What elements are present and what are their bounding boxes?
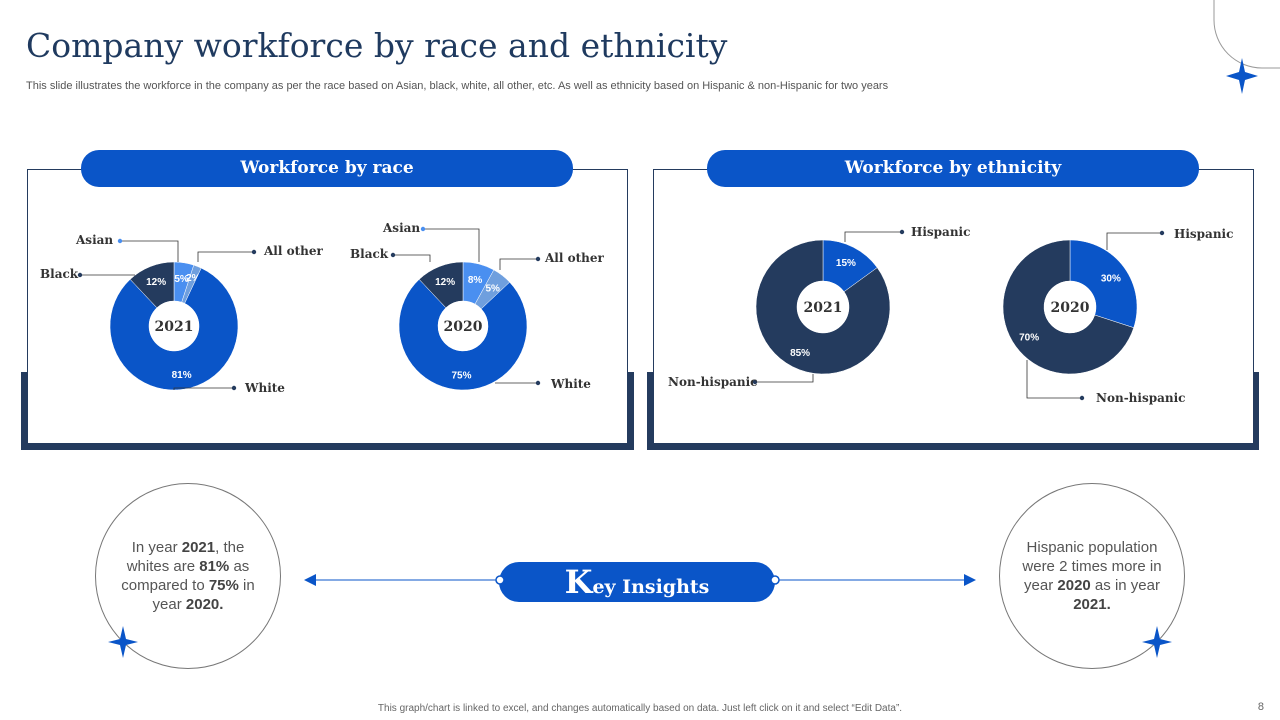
leader-dot-hispanic — [899, 229, 905, 235]
category-label-hispanic: Hispanic — [1174, 227, 1233, 241]
value-label-white: 75% — [451, 370, 471, 381]
key-insights-initial: K — [564, 563, 593, 601]
leader-dot-white — [231, 385, 237, 391]
leader-dot-non-hispanic — [1079, 395, 1085, 401]
value-label-non-hispanic: 85% — [790, 348, 810, 359]
connector-dot-left — [495, 575, 505, 585]
connector-dot-right — [770, 575, 780, 585]
leader-line-black — [393, 254, 431, 262]
value-label-asian: 8% — [468, 275, 483, 286]
leader-line-non-hispanic — [1026, 360, 1082, 399]
value-label-black: 12% — [146, 277, 166, 288]
leader-dot-white — [535, 380, 541, 386]
value-label-all-other: 2% — [186, 273, 201, 284]
leader-dot-hispanic — [1159, 230, 1165, 236]
center-year-label: 2020 — [1051, 300, 1090, 316]
leader-line-all-other — [499, 258, 538, 270]
category-label-white: White — [550, 377, 591, 391]
footer-note: This graph/chart is linked to excel, and… — [377, 703, 903, 714]
leader-line-hispanic — [844, 231, 902, 242]
donut-hole — [438, 301, 488, 351]
category-label-all-other: All other — [263, 244, 324, 258]
leader-dot-asian — [420, 226, 426, 232]
value-label-all-other: 5% — [485, 284, 500, 295]
category-label-asian: Asian — [75, 233, 113, 247]
race-panel-header: Workforce by race — [81, 150, 573, 187]
insight-right-circle: Hispanic population were 2 times more in… — [999, 483, 1185, 669]
value-label-hispanic: 15% — [836, 258, 856, 269]
donut-hole — [149, 301, 199, 351]
value-label-white: 81% — [172, 370, 192, 381]
corner-decoration — [1213, 0, 1280, 94]
star-icon — [1142, 626, 1172, 658]
leader-dot-asian — [117, 238, 123, 244]
category-label-black: Black — [350, 247, 389, 261]
leader-dot-non-hispanic — [752, 379, 758, 385]
category-label-asian: Asian — [382, 221, 420, 235]
page-number: 8 — [1257, 701, 1264, 713]
slide-subtitle: This slide illustrates the workforce in … — [26, 80, 889, 92]
star-icon — [108, 626, 138, 658]
center-year-label: 2021 — [155, 319, 194, 335]
leader-line-all-other — [197, 251, 254, 262]
star-icon — [1226, 58, 1258, 94]
category-label-black: Black — [40, 267, 79, 281]
insights-connector — [304, 574, 976, 586]
ethnicity-panel — [653, 169, 1254, 444]
leader-dot-all-other — [251, 249, 257, 255]
category-label-non-hispanic: Non-hispanic — [1096, 391, 1185, 405]
donut-hole — [1044, 281, 1096, 333]
leader-dot-black — [77, 272, 83, 278]
category-label-white: White — [244, 381, 285, 395]
leader-line-hispanic — [1106, 232, 1162, 250]
slide-title: Company workforce by race and ethnicity — [26, 26, 728, 65]
leader-line-asian — [423, 228, 480, 262]
category-label-hispanic: Hispanic — [911, 225, 970, 239]
leader-line-non-hispanic — [755, 374, 814, 383]
leader-dot-black — [390, 252, 396, 258]
key-insights-pill: Key Insights — [499, 562, 775, 602]
center-year-label: 2020 — [444, 319, 483, 335]
donut-hole — [797, 281, 849, 333]
insight-left-text: In year 2021, the whites are 81% as comp… — [121, 539, 255, 613]
leader-line-asian — [120, 240, 179, 262]
value-label-asian: 5% — [174, 274, 189, 285]
leader-dot-all-other — [535, 256, 541, 262]
key-insights-label: ey Insights — [592, 576, 710, 598]
category-label-non-hispanic: Non-hispanic — [668, 375, 757, 389]
ethnicity-panel-header: Workforce by ethnicity — [707, 150, 1199, 187]
leader-line-white — [173, 387, 234, 390]
value-label-black: 12% — [435, 277, 455, 288]
category-label-all-other: All other — [544, 251, 605, 265]
value-label-non-hispanic: 70% — [1019, 333, 1039, 344]
insight-right-text: Hispanic population were 2 times more in… — [1022, 539, 1162, 613]
insight-left-circle: In year 2021, the whites are 81% as comp… — [95, 483, 281, 669]
center-year-label: 2021 — [804, 300, 843, 316]
value-label-hispanic: 30% — [1101, 273, 1121, 284]
